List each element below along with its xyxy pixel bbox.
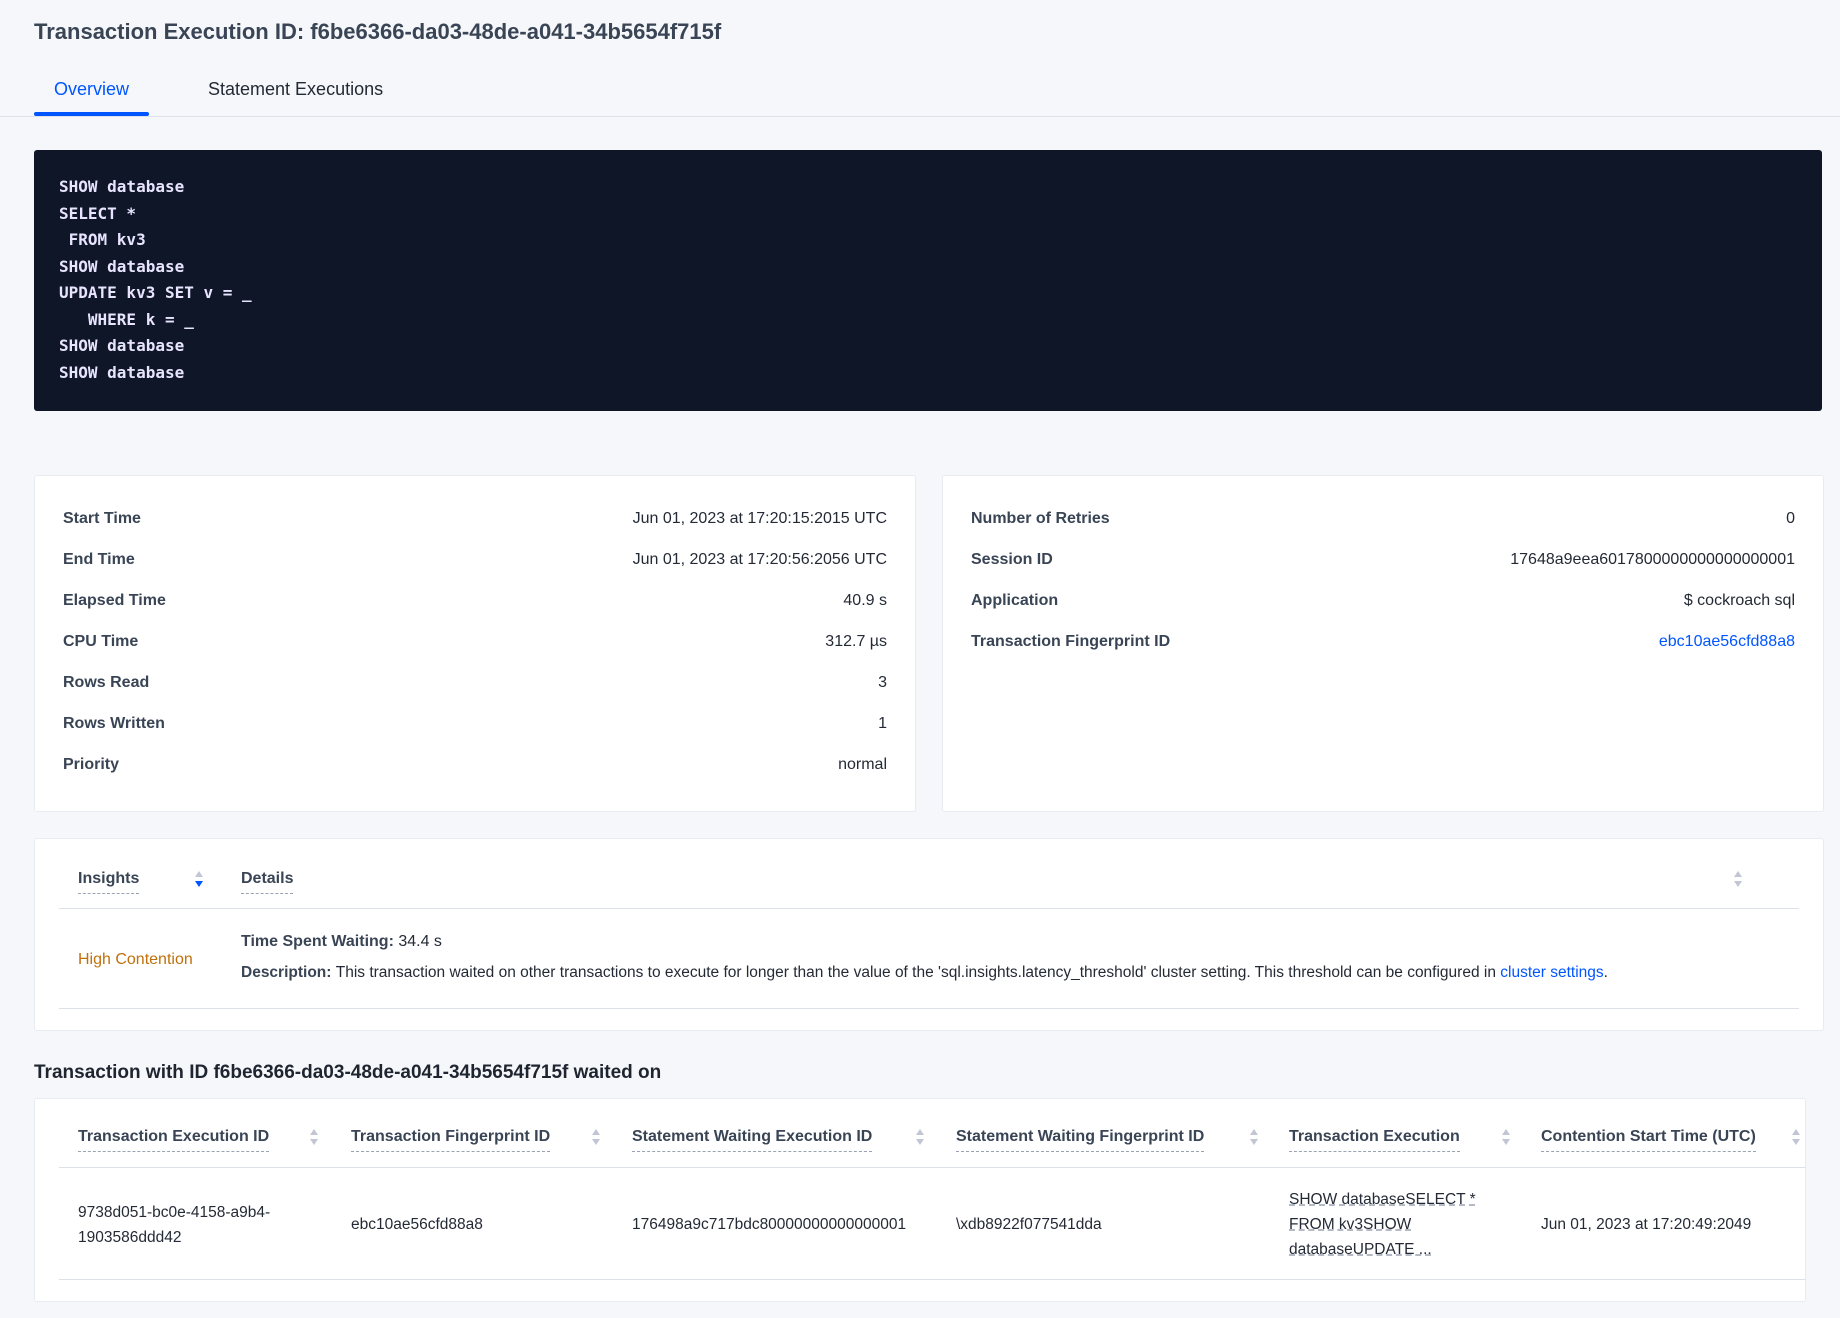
- insight-name: High Contention: [78, 951, 193, 968]
- sort-icon[interactable]: [1790, 1127, 1802, 1147]
- field-label: Priority: [63, 756, 120, 773]
- waited-on-table: Transaction Execution ID Transaction Fing…: [34, 1098, 1806, 1302]
- column-header: Insights: [78, 869, 140, 894]
- field-label: Start Time: [63, 510, 141, 527]
- field-label: Session ID: [971, 551, 1053, 568]
- sort-arrows: [1502, 1129, 1510, 1145]
- column-header: Transaction Fingerprint ID: [351, 1127, 551, 1152]
- column-header: Details: [241, 869, 294, 894]
- field-value: 17648a9eea6017800000000000000001: [1510, 551, 1795, 568]
- tab-divider: [0, 116, 1840, 117]
- description-end: .: [1603, 964, 1608, 981]
- table-cell: 176498a9c717bdc80000000000000001: [632, 1216, 907, 1233]
- section-heading: Transaction with ID f6be6366-da03-48de-a…: [34, 1062, 662, 1083]
- field-value: 3: [878, 674, 887, 691]
- page-title: Transaction Execution ID: f6be6366-da03-…: [34, 19, 722, 44]
- column-header: Transaction Execution ID: [78, 1127, 270, 1152]
- row-line: [59, 1008, 1799, 1009]
- sort-icon[interactable]: [1500, 1127, 1512, 1147]
- sort-icon[interactable]: [1732, 869, 1744, 889]
- sort-arrows: [916, 1129, 924, 1145]
- summary-card: Number of Retries 0 Session ID 17648a9eea60…: [942, 475, 1824, 812]
- description-label: Description:: [241, 964, 332, 981]
- row-line: [59, 1279, 1805, 1280]
- tab-overview[interactable]: Overview: [54, 79, 130, 99]
- fingerprint-link[interactable]: ebc10ae56cfd88a8: [1658, 633, 1795, 650]
- sort-arrows: [592, 1129, 600, 1145]
- field-label: CPU Time: [63, 633, 139, 650]
- code-line: SHOW database: [59, 177, 185, 196]
- sort-icon[interactable]: [590, 1127, 602, 1147]
- header-line: [59, 908, 1799, 909]
- summary-card: Start Time Jun 01, 2023 at 17:20:15:2015 …: [34, 475, 916, 812]
- table-cell[interactable]: SHOW databaseSELECT * FROM kv3SHOW datab…: [1289, 1191, 1476, 1258]
- waiting-label: Time Spent Waiting:: [241, 933, 394, 950]
- field-value: normal: [838, 756, 887, 773]
- column-header: Contention Start Time (UTC): [1541, 1127, 1756, 1152]
- sort-icon[interactable]: [1248, 1127, 1260, 1147]
- field-value: 312.7 µs: [825, 633, 887, 650]
- settings-link[interactable]: cluster settings: [1500, 964, 1604, 981]
- table-cell: 9738d051-bc0e-4158-a9b4-1903586ddd42: [78, 1204, 271, 1246]
- field-value: Jun 01, 2023 at 17:20:15:2015 UTC: [632, 510, 887, 527]
- description-line: Description: This transaction waited on …: [241, 963, 1608, 983]
- sort-arrows: [1250, 1129, 1258, 1145]
- field-label: End Time: [63, 551, 135, 568]
- field-value: 1: [878, 715, 887, 732]
- field-label: Transaction Fingerprint ID: [971, 633, 1171, 650]
- sort-icon[interactable]: [308, 1127, 320, 1147]
- code-line: SELECT *: [59, 203, 137, 223]
- column-header: Statement Waiting Execution ID: [632, 1127, 873, 1152]
- field-value: Jun 01, 2023 at 17:20:56:2056 UTC: [632, 551, 887, 568]
- code-line: WHERE k = _: [59, 309, 194, 329]
- waiting-value: 34.4 s: [398, 933, 442, 950]
- code-line: SHOW database: [59, 256, 185, 276]
- field-value: 0: [1786, 510, 1795, 527]
- field-label: Rows Read: [63, 674, 150, 691]
- field-label: Number of Retries: [971, 510, 1110, 527]
- table-cell: \xdb8922f077541dda: [956, 1216, 1102, 1233]
- sort-arrows: [310, 1129, 318, 1145]
- table-cell: ebc10ae56cfd88a8: [351, 1216, 483, 1233]
- description-text: This transaction waited on other transac…: [335, 964, 1496, 981]
- tab-underline: [34, 112, 149, 116]
- code-line: SHOW database: [59, 336, 185, 355]
- table-cell: Jun 01, 2023 at 17:20:49:2049: [1541, 1216, 1752, 1233]
- sort-arrows: [195, 871, 203, 887]
- sort-icon[interactable]: [914, 1127, 926, 1147]
- code-block: SHOW database SELECT * FROM kv3 SHOW datab…: [34, 150, 1822, 411]
- header-line: [59, 1167, 1805, 1168]
- code-line: FROM kv3: [59, 230, 146, 249]
- tab-statements[interactable]: Statement Executions: [208, 79, 384, 99]
- insights-card: Insights Details High Contention Time Spent…: [34, 838, 1824, 1031]
- field-label: Rows Written: [63, 715, 165, 732]
- sort-icon[interactable]: [193, 869, 205, 889]
- field-label: Elapsed Time: [63, 592, 166, 609]
- waiting-line: Time Spent Waiting: 34.4 s: [241, 932, 442, 952]
- column-header: Statement Waiting Fingerprint ID: [956, 1127, 1205, 1152]
- sort-arrows: [1734, 871, 1742, 887]
- code-line: UPDATE kv3 SET v = _: [59, 283, 252, 302]
- field-value: $ cockroach sql: [1683, 592, 1795, 609]
- sort-arrows: [1792, 1129, 1800, 1145]
- code-line: SHOW database: [59, 362, 185, 382]
- field-value: 40.9 s: [843, 592, 887, 609]
- column-header: Transaction Execution: [1289, 1127, 1460, 1152]
- field-label: Application: [971, 592, 1059, 609]
